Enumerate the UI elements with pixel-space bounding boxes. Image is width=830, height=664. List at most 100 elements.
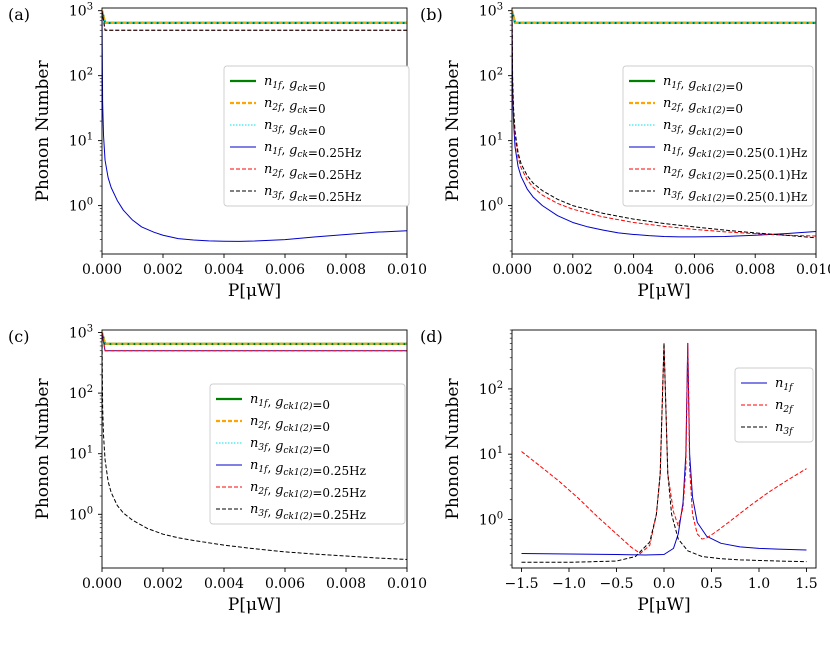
x-tick-label: −0.5: [600, 576, 634, 592]
legend-symbol: g: [289, 187, 297, 202]
series-line-3: [521, 342, 807, 563]
x-tick-label: 1.0: [748, 576, 770, 592]
x-tick-label: 0.000: [492, 262, 532, 278]
y-axis-label: Phonon Number: [443, 60, 463, 202]
legend-symbol: g: [289, 99, 297, 114]
legend-subscript: 1f: [258, 399, 269, 409]
legend-subscript: 1f: [783, 383, 794, 393]
series-line-6: [102, 332, 407, 560]
legend-subscript: ck1(2): [283, 511, 312, 522]
x-tick-label: 0.008: [326, 576, 366, 592]
legend-entry-1: n1f: [775, 376, 794, 393]
legend-subscript: ck1(2): [696, 171, 725, 182]
y-tick-label: 100: [479, 197, 503, 215]
legend-subscript: ck1(2): [283, 467, 312, 478]
series-line-5: [102, 10, 407, 31]
legend-subscript: ck: [297, 172, 308, 182]
y-axis-label: Phonon Number: [33, 60, 53, 202]
legend-symbol: g: [688, 143, 696, 158]
legend-subscript: 3f: [671, 125, 682, 135]
y-axis-label: Phonon Number: [33, 378, 53, 520]
y-tick-label: 100: [69, 505, 93, 523]
panel-a: 0.000 0.002 0.004 0.006 0.008 0.0101001011021…: [8, 2, 427, 301]
legend-subscript: 3f: [258, 443, 269, 453]
legend-symbol: g: [275, 439, 283, 454]
y-tick-exponent: 2: [87, 384, 93, 395]
series-line-4: [102, 332, 407, 352]
x-axis-label: P[μW]: [637, 281, 690, 301]
legend-subscript: ck1(2): [696, 193, 725, 204]
legend-subscript: 2f: [271, 169, 283, 179]
legend-subscript: 2f: [257, 421, 269, 431]
legend-subscript: ck1(2): [283, 401, 312, 412]
series-line-1: [102, 10, 407, 24]
y-tick-exponent: 3: [87, 2, 93, 13]
y-tick-label: 101: [69, 445, 93, 463]
legend-symbol: n: [264, 140, 272, 155]
panel-c: 0.000 0.002 0.004 0.006 0.008 0.0101001011021…: [8, 324, 427, 615]
legend-symbol: n: [663, 118, 671, 133]
legend-symbol: g: [688, 121, 696, 136]
series-line-6: [512, 10, 816, 239]
legend-subscript: ck1(2): [283, 489, 312, 500]
x-tick-label: 0.010: [387, 262, 427, 278]
legend-subscript: 1f: [272, 81, 283, 91]
legend-entry-3: n3f: [775, 420, 794, 437]
x-tick-label: 0.002: [143, 262, 183, 278]
legend-subscript: ck: [297, 194, 308, 204]
y-tick-exponent: 1: [87, 132, 93, 143]
y-tick-exponent: 1: [497, 132, 503, 143]
y-tick-label: 103: [479, 2, 503, 20]
legend-symbol: g: [688, 77, 696, 92]
x-tick-label: 0.002: [143, 576, 183, 592]
legend-symbol: n: [663, 96, 671, 111]
legend-subscript: 2f: [257, 487, 269, 497]
legend-subscript: ck1(2): [696, 105, 725, 116]
legend-subscript: 2f: [670, 169, 682, 179]
x-tick-label: −1.5: [505, 576, 539, 592]
x-tick-label: 0.010: [387, 576, 427, 592]
legend-symbol: g: [289, 121, 297, 136]
panel-label: (a): [8, 5, 30, 24]
legend-subscript: 1f: [671, 147, 682, 157]
y-tick-exponent: 2: [497, 67, 503, 78]
legend-subscript: ck1(2): [696, 83, 725, 94]
legend-subscript: 3f: [671, 191, 682, 201]
legend-box: [622, 65, 814, 207]
legend-symbol: n: [663, 184, 671, 199]
legend-subscript: 1f: [671, 81, 682, 91]
legend-symbol: n: [264, 74, 272, 89]
legend-subscript: 1f: [258, 465, 269, 475]
legend-symbol: n: [775, 376, 783, 391]
legend-subscript: 3f: [783, 427, 794, 437]
x-tick-label: −1.0: [552, 576, 586, 592]
axes-frame: [101, 329, 408, 569]
y-tick-label: 101: [479, 445, 503, 463]
legend-symbol: g: [289, 77, 297, 92]
series-line-1: [512, 10, 816, 24]
x-tick-label: 0.006: [674, 262, 714, 278]
legend-subscript: ck1(2): [283, 445, 312, 456]
legend-box: [223, 65, 410, 207]
legend-symbol: g: [275, 417, 283, 432]
x-tick-label: 0.010: [796, 262, 830, 278]
x-tick-label: 0.008: [735, 262, 775, 278]
x-tick-label: 0.006: [265, 262, 305, 278]
legend-subscript: ck: [297, 84, 308, 94]
legend-symbol: n: [264, 184, 272, 199]
y-tick-label: 102: [479, 380, 503, 398]
x-axis-label: P[μW]: [637, 595, 690, 615]
legend-subscript: ck1(2): [696, 149, 725, 160]
x-tick-label: 0.008: [326, 262, 366, 278]
legend-symbol: n: [663, 162, 671, 177]
legend-symbol: n: [264, 162, 272, 177]
y-tick-exponent: 0: [87, 505, 93, 516]
y-tick-label: 101: [479, 132, 503, 150]
legend-box: [209, 383, 406, 525]
series-line-2: [521, 342, 807, 555]
y-tick-label: 100: [479, 510, 503, 528]
legend-symbol: g: [688, 165, 696, 180]
